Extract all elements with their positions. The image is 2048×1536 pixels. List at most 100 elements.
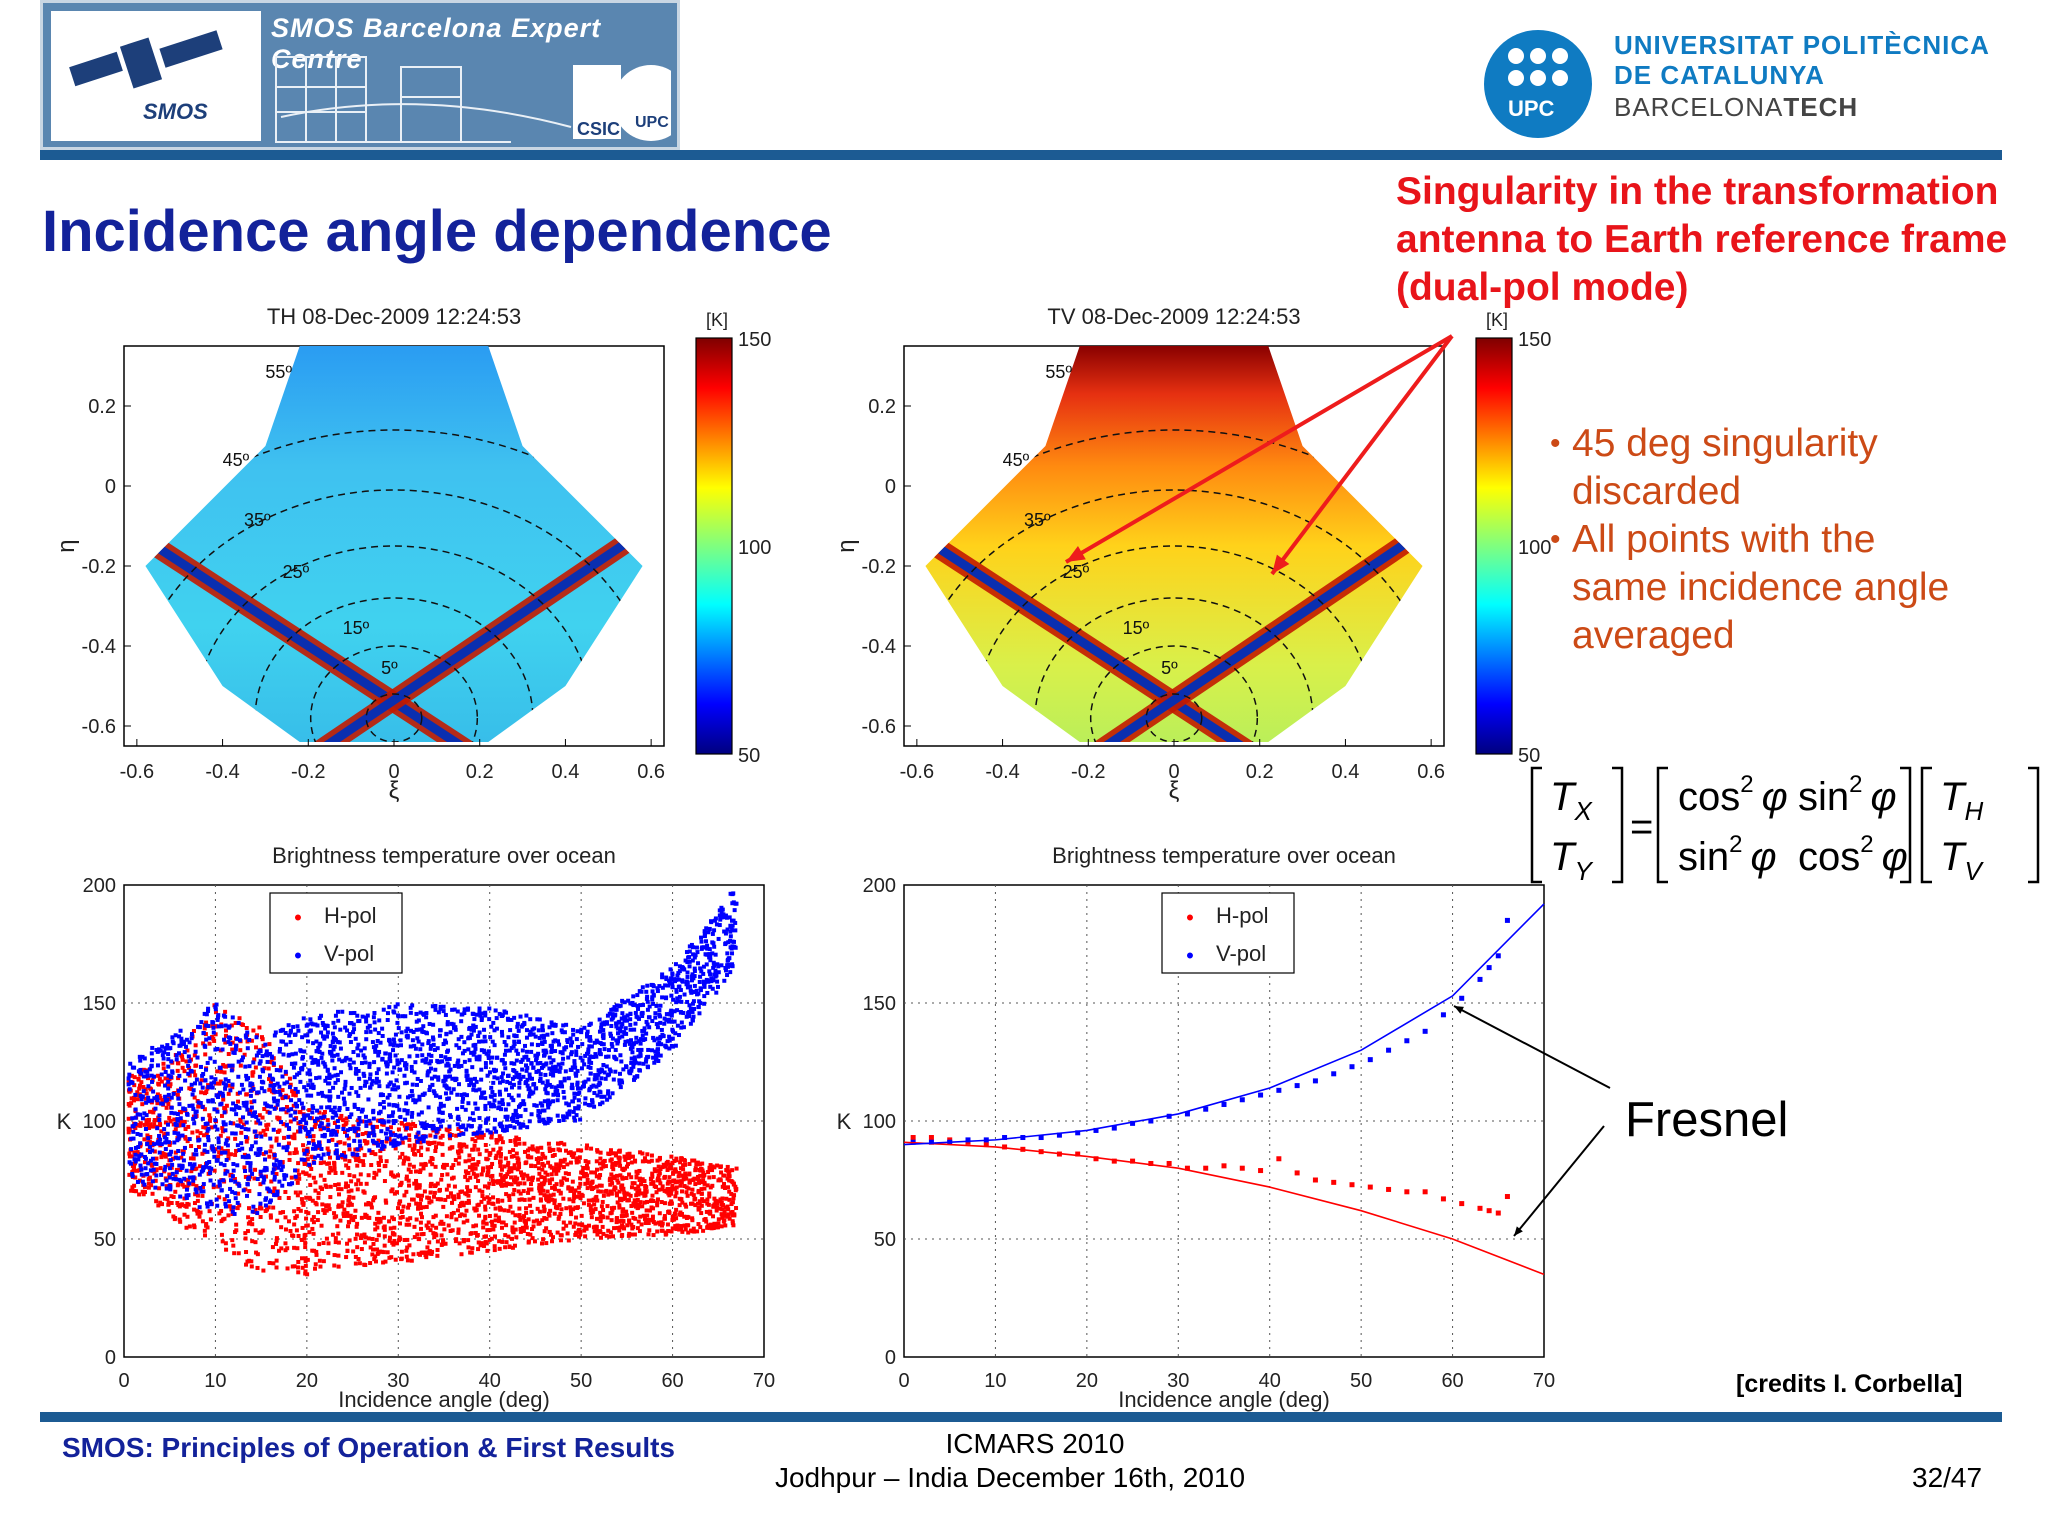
data-point [242, 1052, 247, 1057]
data-point [566, 1186, 571, 1191]
data-point [168, 1166, 173, 1171]
data-point [469, 1032, 474, 1037]
data-point [214, 1197, 219, 1202]
data-point [541, 1117, 546, 1122]
data-point [344, 1116, 349, 1121]
data-point [287, 1127, 292, 1132]
data-point [169, 1059, 174, 1064]
data-point [360, 1107, 365, 1112]
data-point [487, 1017, 492, 1022]
scatter-cloud [126, 891, 739, 1277]
data-point [154, 1167, 159, 1172]
data-point [373, 1195, 378, 1200]
data-point [677, 994, 682, 999]
data-point [701, 1228, 706, 1233]
data-point [420, 1193, 425, 1198]
data-point [268, 1051, 273, 1056]
data-point [322, 1110, 327, 1115]
data-point [180, 1065, 185, 1070]
data-point [702, 994, 707, 999]
data-point [426, 1220, 431, 1225]
data-point [162, 1167, 167, 1172]
data-point [574, 1230, 579, 1235]
data-point [135, 1112, 140, 1117]
data-point [432, 1190, 437, 1195]
data-point [141, 1074, 146, 1079]
data-point [131, 1168, 136, 1173]
data-point [342, 1207, 347, 1212]
data-point [691, 1177, 696, 1182]
data-point [356, 1178, 361, 1183]
data-point [451, 1163, 456, 1168]
data-point [697, 1167, 702, 1172]
data-point [663, 983, 668, 988]
singularity-band-cold [145, 530, 483, 742]
data-point [215, 1015, 220, 1020]
data-point [617, 1078, 622, 1083]
data-point [310, 1104, 315, 1109]
data-point [479, 1016, 484, 1021]
data-point [274, 1068, 279, 1073]
data-point [724, 1196, 729, 1201]
data-point [722, 1209, 727, 1214]
data-point [699, 969, 704, 974]
data-point [435, 1126, 440, 1131]
data-point [467, 1058, 472, 1063]
data-point [286, 1108, 291, 1113]
data-point [731, 1196, 736, 1201]
data-point [472, 1017, 477, 1022]
data-point [677, 1212, 682, 1217]
data-point [660, 1184, 665, 1189]
data-point [578, 1055, 583, 1060]
data-point [459, 1019, 464, 1024]
data-point [571, 1224, 576, 1229]
data-point [359, 1215, 364, 1220]
university-name-line2: DE CATALUNYA [1614, 60, 1825, 90]
data-point [605, 1215, 610, 1220]
data-point [377, 1084, 382, 1089]
data-point [187, 1103, 192, 1108]
data-point [542, 1229, 547, 1234]
data-point [681, 1163, 686, 1168]
data-point [376, 1053, 381, 1058]
data-point [430, 1223, 435, 1228]
data-point [306, 1039, 311, 1044]
data-point [558, 1190, 563, 1195]
data-point [548, 1193, 553, 1198]
data-point [353, 1208, 358, 1213]
data-point [232, 1211, 237, 1216]
data-point [712, 1221, 717, 1226]
data-point [416, 1018, 421, 1023]
data-point [701, 964, 706, 969]
data-point [285, 1080, 290, 1085]
data-point [288, 1082, 293, 1087]
data-point [292, 1132, 297, 1137]
data-point [727, 915, 732, 920]
data-point [258, 1182, 263, 1187]
data-point [557, 1214, 562, 1219]
data-point [223, 1033, 228, 1038]
data-point [583, 1159, 588, 1164]
data-point [241, 1115, 246, 1120]
data-point [387, 1082, 392, 1087]
data-point [708, 972, 713, 977]
data-point [217, 1179, 222, 1184]
data-point [303, 1269, 308, 1274]
data-point [355, 1147, 360, 1152]
data-point [677, 1203, 682, 1208]
data-point [343, 1130, 348, 1135]
data-point [126, 1126, 131, 1131]
data-point [364, 1119, 369, 1124]
data-point [661, 1034, 666, 1039]
data-point [687, 1180, 692, 1185]
data-point [302, 1049, 307, 1054]
data-point [597, 1070, 602, 1075]
data-point [538, 1191, 543, 1196]
data-point [251, 1028, 256, 1033]
data-point [274, 1265, 279, 1270]
data-point [492, 1244, 497, 1249]
data-point [553, 1023, 558, 1028]
data-point [705, 943, 710, 948]
data-point [631, 994, 636, 999]
